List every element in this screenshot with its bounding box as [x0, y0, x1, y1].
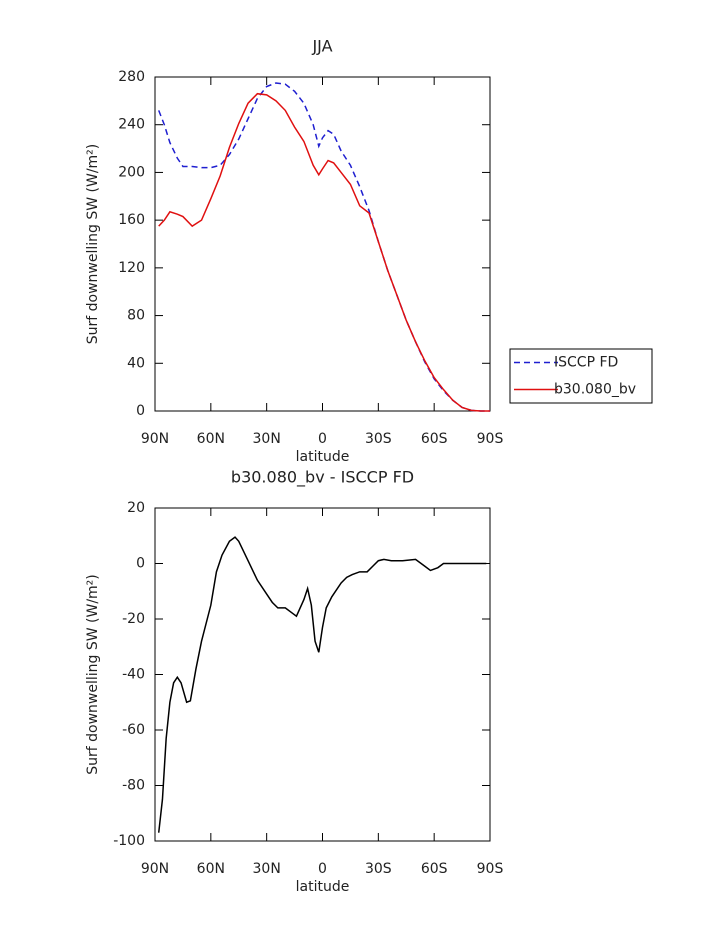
x-tick-label: 90N [141, 861, 169, 877]
x-axis-label: latitude [296, 879, 350, 895]
plot-frame [154, 507, 491, 842]
series-line [158, 82, 490, 412]
legend-label: ISCCP FD [554, 355, 618, 371]
y-axis-label: Surf downwelling SW (W/m²) [85, 144, 101, 345]
y-tick-label: 0 [136, 556, 145, 572]
y-tick-label: 0 [136, 403, 145, 419]
x-tick-label: 30S [365, 861, 392, 877]
y-tick-label: 280 [118, 69, 145, 85]
x-tick-label: 90S [477, 431, 504, 447]
legend-box [509, 348, 653, 404]
chart-title: JJA [311, 37, 332, 56]
x-tick-label: 0 [318, 861, 327, 877]
series-line [158, 92, 490, 412]
legend-label: b30.080_bv [554, 382, 636, 398]
x-tick-label: 90N [141, 431, 169, 447]
y-tick-label: 40 [127, 355, 145, 371]
y-tick-label: -80 [122, 778, 145, 794]
y-tick-label: 80 [127, 308, 145, 324]
chart-title: b30.080_bv - ISCCP FD [231, 468, 414, 488]
x-tick-label: 90S [477, 861, 504, 877]
y-tick-label: -60 [122, 722, 145, 738]
x-axis-label: latitude [296, 449, 350, 465]
x-tick-label: 0 [318, 431, 327, 447]
y-tick-label: -20 [122, 611, 145, 627]
x-tick-label: 60N [197, 861, 225, 877]
x-tick-label: 60S [421, 861, 448, 877]
y-tick-label: 120 [118, 260, 145, 276]
y-tick-label: 200 [118, 164, 145, 180]
x-tick-label: 60N [197, 431, 225, 447]
y-axis-label: Surf downwelling SW (W/m²) [85, 574, 101, 775]
y-tick-label: -100 [113, 833, 145, 849]
x-tick-label: 30S [365, 431, 392, 447]
y-tick-label: -40 [122, 667, 145, 683]
x-tick-label: 60S [421, 431, 448, 447]
y-tick-label: 20 [127, 500, 145, 516]
x-tick-label: 30N [253, 861, 281, 877]
plot-frame [154, 76, 491, 412]
x-tick-label: 30N [253, 431, 281, 447]
y-tick-label: 240 [118, 117, 145, 133]
series-line [157, 536, 487, 833]
y-tick-label: 160 [118, 212, 145, 228]
